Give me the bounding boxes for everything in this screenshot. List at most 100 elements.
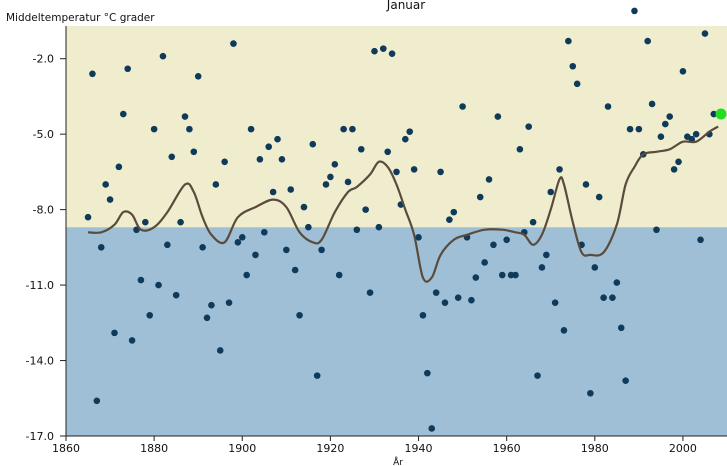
data-point bbox=[265, 143, 273, 151]
data-point bbox=[569, 62, 577, 70]
data-point bbox=[626, 125, 634, 133]
data-point bbox=[212, 181, 220, 188]
data-point bbox=[595, 193, 603, 201]
data-point bbox=[177, 218, 184, 226]
data-point bbox=[208, 301, 215, 309]
lower-background-band bbox=[66, 227, 727, 436]
data-point bbox=[468, 296, 475, 304]
data-point bbox=[186, 125, 193, 133]
data-point bbox=[670, 166, 678, 173]
data-point bbox=[111, 329, 118, 337]
data-point bbox=[278, 156, 286, 163]
data-point bbox=[573, 80, 581, 88]
x-axis-label: År bbox=[393, 456, 403, 466]
plot-area: -17.0 -14.0 -11.0 -8.0 -5.0 -2.0 1860 1880 1900 1… bbox=[26, 7, 727, 455]
data-point bbox=[635, 125, 643, 133]
data-point bbox=[375, 223, 383, 231]
data-point bbox=[243, 271, 250, 279]
data-point bbox=[142, 218, 149, 226]
data-point bbox=[344, 178, 352, 186]
x-tick-label: 1900 bbox=[228, 442, 256, 455]
data-point bbox=[454, 294, 462, 301]
data-point bbox=[199, 244, 206, 251]
data-point bbox=[503, 236, 510, 244]
data-point bbox=[410, 166, 418, 173]
y-tick-label: -11.0 bbox=[26, 279, 54, 292]
highlighted-latest-point bbox=[715, 108, 727, 120]
data-point bbox=[565, 37, 572, 45]
data-point bbox=[106, 196, 114, 203]
data-point bbox=[318, 246, 325, 254]
data-point bbox=[388, 50, 396, 57]
smoothed-trend-line bbox=[87, 125, 719, 283]
data-point bbox=[269, 188, 277, 196]
data-point bbox=[419, 311, 427, 319]
data-point bbox=[291, 266, 299, 274]
data-point bbox=[604, 103, 612, 110]
data-point bbox=[600, 294, 607, 301]
x-tick-label: 2000 bbox=[669, 442, 697, 455]
chart-title: Januar bbox=[386, 0, 425, 12]
data-point bbox=[221, 158, 228, 166]
data-point bbox=[357, 145, 365, 153]
data-point bbox=[155, 281, 162, 289]
data-point bbox=[190, 148, 198, 156]
data-point bbox=[617, 324, 625, 332]
data-point bbox=[415, 233, 422, 241]
data-point bbox=[556, 166, 563, 173]
data-point bbox=[657, 133, 665, 140]
x-tick-label: 1940 bbox=[405, 442, 433, 455]
data-point bbox=[300, 203, 308, 211]
data-point bbox=[124, 65, 131, 73]
data-point bbox=[102, 181, 109, 188]
data-point bbox=[335, 271, 343, 279]
data-point bbox=[296, 311, 303, 319]
data-point bbox=[428, 425, 436, 432]
data-point bbox=[498, 271, 506, 279]
data-point bbox=[551, 299, 559, 306]
x-tick-label: 1880 bbox=[140, 442, 168, 455]
data-point bbox=[234, 239, 242, 246]
data-point bbox=[287, 186, 295, 193]
data-point bbox=[516, 145, 524, 153]
data-point bbox=[675, 158, 682, 166]
data-point bbox=[692, 130, 700, 138]
data-point bbox=[181, 113, 189, 120]
data-point bbox=[216, 347, 224, 354]
data-point bbox=[609, 294, 616, 301]
data-point bbox=[666, 113, 674, 120]
data-point bbox=[631, 7, 638, 15]
data-point bbox=[406, 128, 414, 135]
data-point bbox=[366, 289, 374, 296]
data-point bbox=[327, 173, 334, 181]
data-point bbox=[203, 314, 211, 322]
data-point bbox=[538, 264, 546, 271]
y-tick-label: -2.0 bbox=[33, 53, 54, 66]
data-point bbox=[543, 251, 550, 259]
upper-background-band bbox=[66, 26, 727, 228]
data-point bbox=[644, 37, 651, 45]
data-point bbox=[697, 236, 704, 244]
data-point bbox=[701, 30, 709, 37]
data-point bbox=[89, 70, 96, 78]
data-point bbox=[613, 279, 621, 286]
data-point bbox=[582, 181, 590, 188]
data-point bbox=[512, 271, 519, 279]
y-axis-label: Middeltemperatur °C grader bbox=[6, 12, 155, 24]
data-point bbox=[230, 40, 237, 47]
y-tick-label: -17.0 bbox=[26, 430, 54, 443]
data-point bbox=[362, 206, 369, 213]
data-point bbox=[402, 135, 409, 143]
data-point bbox=[261, 228, 268, 236]
data-point bbox=[591, 264, 599, 271]
data-point bbox=[128, 337, 136, 344]
x-tick-label: 1920 bbox=[316, 442, 344, 455]
data-point bbox=[164, 241, 171, 249]
data-point bbox=[560, 327, 568, 334]
data-point bbox=[225, 299, 233, 306]
data-point bbox=[622, 377, 629, 384]
data-point bbox=[490, 241, 497, 249]
data-point bbox=[252, 251, 259, 259]
data-point bbox=[119, 110, 127, 118]
